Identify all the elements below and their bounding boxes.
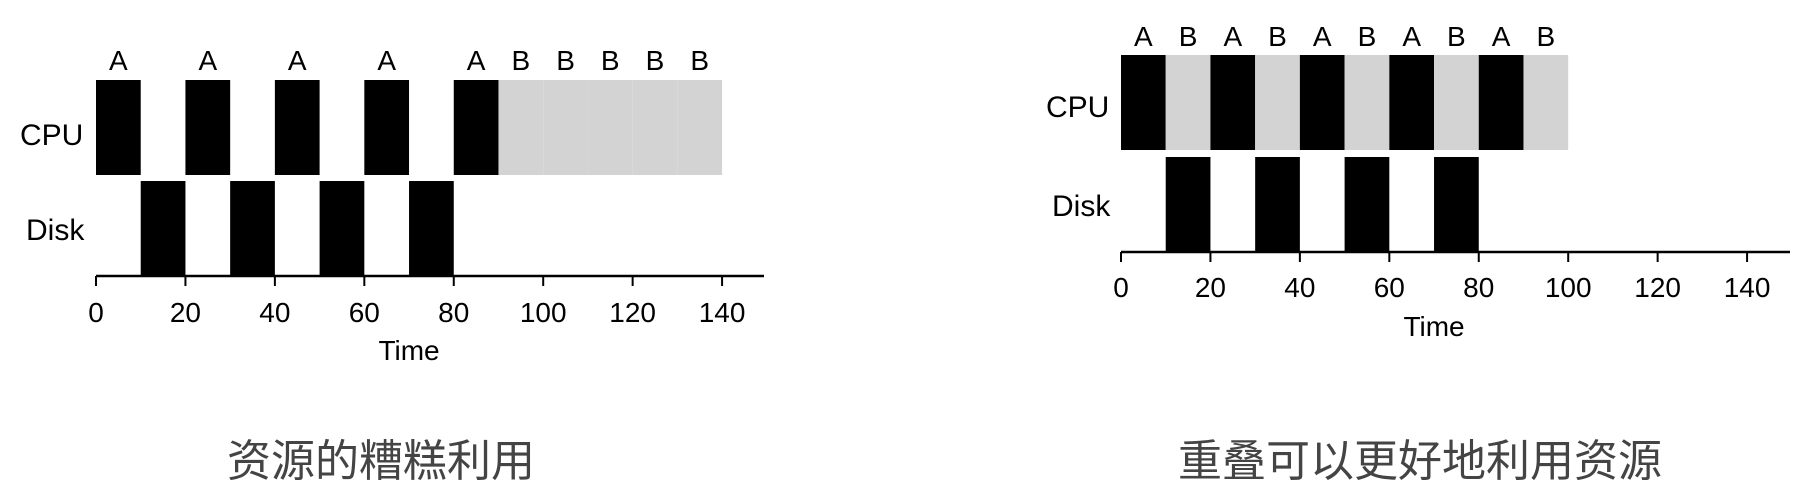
task-label-b: B bbox=[556, 45, 575, 76]
cpu-segment-b bbox=[677, 80, 723, 175]
task-label-a: A bbox=[1492, 21, 1511, 52]
cpu-segment-b bbox=[1344, 55, 1390, 150]
task-label-a: A bbox=[1402, 21, 1421, 52]
cpu-segment-b bbox=[632, 80, 678, 175]
axis-tick-label: 40 bbox=[259, 297, 290, 328]
task-label-a: A bbox=[1223, 21, 1242, 52]
cpu-segment-b bbox=[1255, 55, 1300, 150]
task-label-b: B bbox=[690, 45, 709, 76]
axis-tick-label: 60 bbox=[349, 297, 380, 328]
disk-segment bbox=[1344, 157, 1390, 252]
cpu-segment-a bbox=[185, 80, 231, 175]
axis-tick-label: 140 bbox=[699, 297, 746, 328]
axis-title-time: Time bbox=[378, 335, 439, 366]
axis-tick-label: 40 bbox=[1284, 272, 1315, 303]
axis-tick-label: 0 bbox=[1113, 272, 1129, 303]
row-label-disk: Disk bbox=[26, 214, 85, 247]
cpu-segment-a bbox=[453, 80, 499, 175]
caption-overlap-utilization: 重叠可以更好地利用资源 bbox=[1178, 436, 1662, 487]
row-label-cpu: CPU bbox=[20, 119, 83, 152]
task-label-a: A bbox=[1313, 21, 1332, 52]
row-label-disk: Disk bbox=[1052, 190, 1111, 223]
axis-tick-label: 100 bbox=[1545, 272, 1592, 303]
task-label-b: B bbox=[1536, 21, 1555, 52]
disk-segment bbox=[1434, 157, 1479, 252]
axis-tick-label: 80 bbox=[438, 297, 469, 328]
cpu-segment-b bbox=[543, 80, 588, 175]
cpu-segment-b bbox=[1165, 55, 1211, 150]
cpu-segment-a bbox=[364, 80, 410, 175]
task-label-b: B bbox=[601, 45, 620, 76]
axis-tick-label: 80 bbox=[1463, 272, 1494, 303]
cpu-segment-a bbox=[1210, 55, 1256, 150]
task-label-b: B bbox=[1179, 21, 1198, 52]
axis-tick-label: 20 bbox=[1195, 272, 1226, 303]
cpu-segment-b bbox=[587, 80, 633, 175]
task-label-a: A bbox=[377, 45, 396, 76]
task-label-a: A bbox=[1134, 21, 1153, 52]
caption-poor-utilization: 资源的糟糕利用 bbox=[227, 436, 535, 487]
axis-tick-label: 60 bbox=[1374, 272, 1405, 303]
cpu-segment-b bbox=[1523, 55, 1569, 150]
cpu-segment-b bbox=[498, 80, 544, 175]
task-label-b: B bbox=[1268, 21, 1287, 52]
task-label-a: A bbox=[109, 45, 128, 76]
cpu-segment-b bbox=[1434, 55, 1479, 150]
task-label-b: B bbox=[1447, 21, 1466, 52]
cpu-segment-a bbox=[274, 80, 320, 175]
task-label-b: B bbox=[646, 45, 665, 76]
task-label-a: A bbox=[198, 45, 217, 76]
axis-tick-label: 120 bbox=[609, 297, 656, 328]
axis-tick-label: 20 bbox=[170, 297, 201, 328]
cpu-segment-a bbox=[1389, 55, 1435, 150]
task-label-a: A bbox=[288, 45, 307, 76]
disk-segment bbox=[230, 181, 275, 276]
axis-tick-label: 0 bbox=[88, 297, 104, 328]
cpu-segment-a bbox=[96, 80, 141, 175]
cpu-segment-a bbox=[1478, 55, 1524, 150]
disk-segment bbox=[319, 181, 365, 276]
axis-tick-label: 140 bbox=[1724, 272, 1771, 303]
disk-segment bbox=[140, 181, 186, 276]
cpu-segment-a bbox=[1121, 55, 1166, 150]
axis-title-time: Time bbox=[1403, 311, 1464, 342]
axis-tick-label: 120 bbox=[1634, 272, 1681, 303]
disk-segment bbox=[409, 181, 454, 276]
axis-tick-label: 100 bbox=[520, 297, 567, 328]
task-label-a: A bbox=[467, 45, 486, 76]
cpu-segment-a bbox=[1299, 55, 1345, 150]
task-label-b: B bbox=[1358, 21, 1377, 52]
disk-segment bbox=[1255, 157, 1300, 252]
task-label-b: B bbox=[511, 45, 530, 76]
disk-segment bbox=[1165, 157, 1211, 252]
row-label-cpu: CPU bbox=[1046, 91, 1109, 124]
